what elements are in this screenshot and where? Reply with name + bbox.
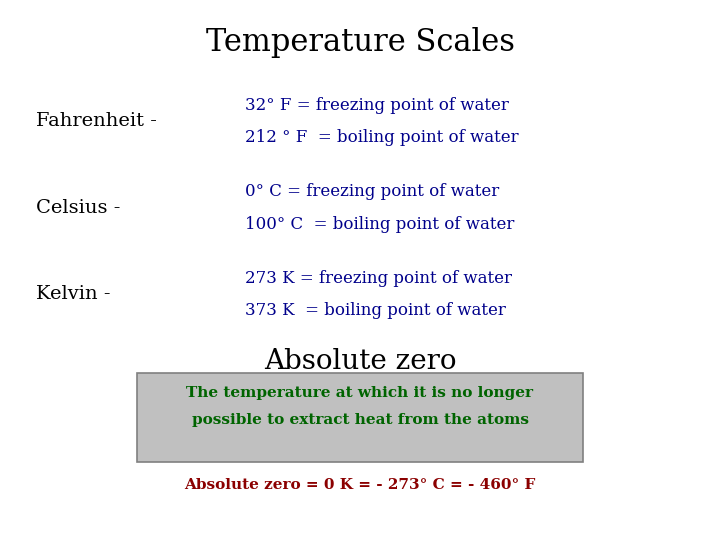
Text: Absolute zero: Absolute zero: [264, 348, 456, 375]
Text: Fahrenheit -: Fahrenheit -: [36, 112, 157, 131]
Text: 212 ° F  = boiling point of water: 212 ° F = boiling point of water: [245, 129, 518, 146]
FancyBboxPatch shape: [137, 373, 583, 462]
Text: 100° C  = boiling point of water: 100° C = boiling point of water: [245, 215, 514, 233]
Text: Kelvin -: Kelvin -: [36, 285, 110, 303]
Text: possible to extract heat from the atoms: possible to extract heat from the atoms: [192, 413, 528, 427]
Text: Absolute zero = 0 K = - 273° C = - 460° F: Absolute zero = 0 K = - 273° C = - 460° …: [184, 478, 536, 492]
Text: Temperature Scales: Temperature Scales: [205, 27, 515, 58]
Text: The temperature at which it is no longer: The temperature at which it is no longer: [186, 386, 534, 400]
Text: 273 K = freezing point of water: 273 K = freezing point of water: [245, 269, 512, 287]
Text: Celsius -: Celsius -: [36, 199, 120, 217]
Text: 0° C = freezing point of water: 0° C = freezing point of water: [245, 183, 499, 200]
Text: 373 K  = boiling point of water: 373 K = boiling point of water: [245, 302, 505, 319]
Text: 32° F = freezing point of water: 32° F = freezing point of water: [245, 97, 508, 114]
